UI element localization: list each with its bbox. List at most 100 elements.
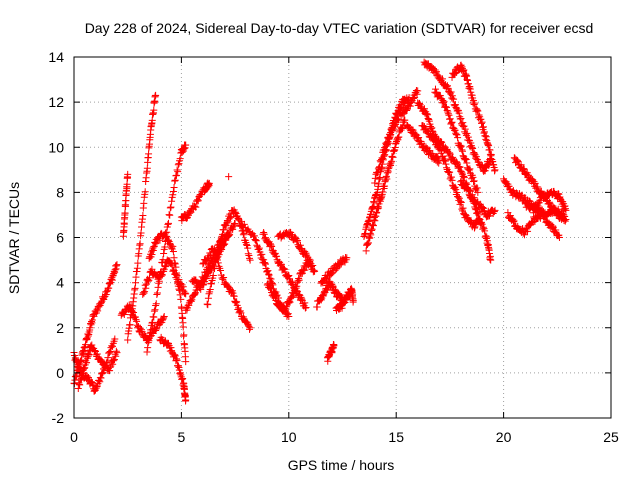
data-point <box>395 116 403 124</box>
data-point <box>98 357 106 365</box>
data-point <box>182 358 190 366</box>
data-point <box>188 296 196 304</box>
data-point <box>450 95 458 103</box>
data-point <box>143 348 151 356</box>
data-point <box>292 235 300 243</box>
data-point <box>480 207 488 215</box>
data-point <box>457 198 465 206</box>
data-point <box>471 151 479 159</box>
data-point <box>98 370 106 378</box>
data-point <box>443 164 451 172</box>
data-point <box>336 261 344 269</box>
data-point <box>376 163 384 171</box>
data-point <box>244 244 252 252</box>
data-point <box>448 118 456 126</box>
data-point <box>203 300 211 308</box>
data-point <box>134 259 142 267</box>
data-point <box>549 222 557 230</box>
data-point <box>467 142 475 150</box>
data-point <box>470 178 478 186</box>
data-point <box>290 290 298 298</box>
data-point <box>301 304 309 312</box>
data-point <box>191 290 199 298</box>
data-point <box>172 263 180 271</box>
data-point <box>447 119 455 127</box>
data-point <box>457 199 465 207</box>
x-tick-label: 0 <box>70 429 78 445</box>
data-point <box>225 231 233 239</box>
y-tick-label: 4 <box>56 275 64 291</box>
data-point <box>381 145 389 153</box>
data-point <box>194 196 202 204</box>
data-point <box>152 300 160 308</box>
data-point <box>173 272 181 280</box>
data-point <box>140 289 148 297</box>
data-point <box>156 236 164 244</box>
data-point <box>113 349 121 357</box>
data-point <box>167 344 175 352</box>
data-point <box>409 95 417 103</box>
data-point <box>265 270 273 278</box>
data-point <box>425 116 433 124</box>
data-point <box>214 259 222 267</box>
data-point <box>553 208 561 216</box>
data-point <box>555 234 563 241</box>
data-point <box>177 295 185 303</box>
data-point <box>133 317 141 325</box>
data-point <box>204 301 212 309</box>
data-point <box>139 211 147 219</box>
data-point <box>398 125 406 133</box>
data-point <box>297 293 305 301</box>
data-point <box>179 375 187 383</box>
data-point <box>491 166 499 174</box>
data-point <box>141 188 149 196</box>
data-point <box>213 254 221 262</box>
data-point <box>474 188 482 196</box>
data-point <box>554 190 562 198</box>
data-point <box>160 250 168 258</box>
data-point <box>199 281 207 289</box>
data-point <box>226 231 234 239</box>
data-point <box>155 277 163 285</box>
data-point <box>471 99 479 107</box>
data-point <box>176 286 184 294</box>
data-point <box>519 166 527 174</box>
data-point <box>220 226 228 234</box>
data-point <box>458 147 466 155</box>
data-point <box>530 209 538 217</box>
data-point <box>277 260 285 268</box>
data-point <box>297 270 305 278</box>
data-point <box>448 92 456 100</box>
data-point <box>428 124 436 132</box>
data-point <box>440 98 448 106</box>
data-point <box>371 174 379 182</box>
data-point <box>462 155 470 163</box>
data-point <box>266 274 274 282</box>
data-point <box>456 115 464 123</box>
data-point <box>204 294 212 302</box>
data-point <box>301 266 309 274</box>
y-tick-label: 2 <box>56 320 64 336</box>
data-point <box>211 247 219 255</box>
data-point <box>260 228 268 236</box>
data-point <box>481 227 489 235</box>
data-point <box>221 240 229 248</box>
data-point <box>106 367 114 375</box>
data-point <box>399 110 407 118</box>
data-point <box>226 214 234 222</box>
data-point <box>170 184 178 192</box>
data-point <box>445 111 453 119</box>
data-point <box>298 295 306 303</box>
data-point <box>267 275 275 283</box>
data-point <box>149 318 157 326</box>
data-point <box>285 272 293 280</box>
data-point <box>141 288 149 296</box>
data-point <box>217 234 225 242</box>
data-point <box>112 347 120 355</box>
data-point <box>474 107 482 115</box>
data-point <box>144 277 152 285</box>
data-point <box>473 209 481 217</box>
data-point <box>179 323 187 331</box>
data-point <box>444 108 452 116</box>
data-point <box>465 187 473 195</box>
